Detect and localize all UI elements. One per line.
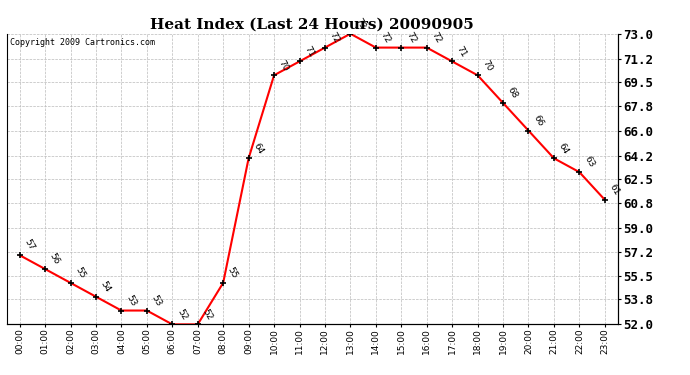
Text: 56: 56	[48, 252, 61, 266]
Text: 61: 61	[608, 183, 621, 197]
Text: Copyright 2009 Cartronics.com: Copyright 2009 Cartronics.com	[10, 38, 155, 47]
Text: 64: 64	[557, 141, 570, 156]
Text: 68: 68	[506, 86, 520, 100]
Text: 63: 63	[582, 155, 595, 170]
Text: 70: 70	[480, 58, 494, 72]
Text: 55: 55	[226, 266, 239, 280]
Text: 72: 72	[328, 30, 342, 45]
Text: 64: 64	[251, 141, 265, 156]
Text: 72: 72	[404, 30, 417, 45]
Text: 72: 72	[429, 30, 443, 45]
Text: 53: 53	[150, 293, 163, 308]
Text: 73: 73	[353, 16, 366, 31]
Text: 52: 52	[175, 307, 188, 322]
Text: 52: 52	[201, 307, 214, 322]
Text: 53: 53	[124, 293, 138, 308]
Text: 71: 71	[455, 44, 469, 58]
Text: 54: 54	[99, 280, 112, 294]
Text: 55: 55	[73, 266, 87, 280]
Title: Heat Index (Last 24 Hours) 20090905: Heat Index (Last 24 Hours) 20090905	[150, 17, 474, 31]
Text: 71: 71	[302, 44, 316, 58]
Text: 72: 72	[379, 30, 392, 45]
Text: 57: 57	[22, 238, 36, 252]
Text: 66: 66	[531, 113, 545, 128]
Text: 70: 70	[277, 58, 290, 72]
